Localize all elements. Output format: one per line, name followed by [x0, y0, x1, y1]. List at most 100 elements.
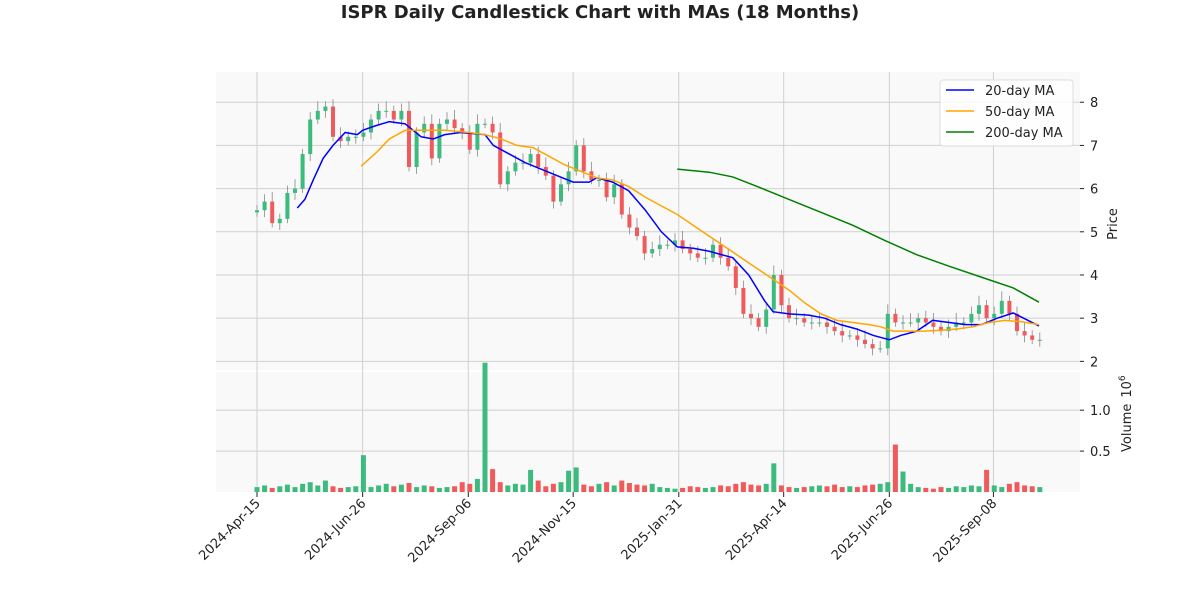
legend-200: 200-day MA — [985, 126, 1063, 141]
candle-up — [885, 313, 890, 349]
volume-bar — [497, 482, 503, 492]
candle-down — [1015, 313, 1019, 332]
volume-bar — [900, 471, 906, 492]
candle-down — [939, 326, 943, 332]
volume-bar — [908, 483, 914, 492]
candle-down — [604, 179, 609, 198]
candle-down — [460, 128, 465, 133]
candle-down — [832, 326, 837, 332]
volume-bar — [611, 485, 617, 492]
volume-bar — [885, 482, 891, 492]
price-tick-label: 6 — [1090, 183, 1098, 198]
x-tick-label: 2024-Apr-15 — [196, 496, 263, 563]
candle-up — [597, 179, 601, 181]
price-tick-label: 5 — [1090, 226, 1098, 241]
volume-bar — [322, 480, 328, 492]
candle-down — [863, 339, 867, 345]
price-tick-label: 3 — [1090, 312, 1098, 327]
volume-bar — [467, 483, 473, 492]
legend-50: 50-day MA — [985, 105, 1054, 120]
price-axis-label: Price — [1106, 208, 1121, 240]
volume-bar — [269, 487, 275, 492]
candle-up — [353, 136, 358, 138]
candle-down — [1007, 300, 1012, 314]
candle-down — [619, 184, 624, 215]
candle-down — [338, 136, 343, 142]
volume-bar — [573, 467, 579, 492]
volume-bar — [672, 488, 678, 492]
volume-bar — [748, 484, 754, 492]
volume-bar — [733, 483, 739, 492]
volume-bar — [1006, 483, 1012, 492]
volume-bar — [953, 486, 959, 492]
candle-up — [673, 240, 677, 245]
volume-bar — [581, 484, 587, 492]
candle-up — [878, 348, 883, 350]
x-tick-label: 2025-Jun-26 — [829, 496, 896, 563]
volume-bar — [262, 485, 268, 492]
candle-up — [999, 300, 1004, 314]
volume-bar — [854, 487, 860, 492]
candle-up — [665, 244, 670, 246]
candle-down — [452, 119, 457, 129]
volume-bar — [391, 486, 397, 492]
volume-bar — [687, 486, 693, 492]
candle-down — [779, 274, 784, 306]
volume-bar — [847, 486, 853, 492]
volume-bar — [330, 486, 336, 492]
volume-bar — [976, 486, 982, 492]
candle-up — [308, 119, 313, 155]
candle-up — [771, 274, 776, 310]
volume-bar — [756, 485, 762, 492]
candle-down — [429, 123, 434, 159]
volume-bar — [490, 469, 496, 492]
candle-down — [984, 305, 989, 319]
volume-bar — [816, 485, 822, 492]
candle-down — [923, 318, 928, 323]
candle-down — [391, 110, 396, 120]
legend: 20-day MA 50-day MA 200-day MA — [939, 79, 1074, 147]
volume-axis-label: Volume106 — [1118, 375, 1135, 452]
candle-up — [399, 110, 404, 120]
volume-bar — [505, 485, 511, 492]
candle-up — [574, 145, 579, 172]
ma50-line — [360, 129, 1040, 332]
candle-up — [794, 318, 799, 320]
candle-down — [627, 214, 632, 228]
candle-up — [612, 184, 617, 198]
candle-up — [323, 106, 328, 111]
candle-up — [262, 201, 267, 211]
volume-bar — [1037, 487, 1043, 492]
volume-bar — [657, 487, 663, 492]
volume-bar — [923, 487, 929, 492]
volume-bar — [1014, 482, 1020, 492]
x-tick-label: 2024-Sep-06 — [405, 496, 475, 566]
volume-bar — [444, 487, 450, 492]
candle-up — [908, 322, 913, 324]
volume-bar — [277, 486, 283, 492]
candle-down — [733, 266, 738, 288]
candle-up — [422, 123, 427, 133]
candle-down — [467, 132, 472, 150]
volume-bar — [649, 483, 655, 492]
candle-up — [711, 244, 715, 258]
candle-up — [376, 110, 381, 120]
volume-bar — [794, 487, 800, 492]
volume-bar — [695, 487, 701, 492]
candle-up — [513, 162, 518, 172]
volume-bar — [877, 483, 883, 492]
volume-bar — [307, 482, 313, 492]
candle-up — [1037, 339, 1042, 341]
candle-down — [718, 244, 723, 258]
candle-down — [270, 201, 275, 224]
volume-bar — [284, 484, 290, 492]
volume-bar — [786, 487, 792, 492]
candle-down — [855, 335, 860, 340]
candle-down — [1030, 335, 1035, 340]
volume-bar — [421, 485, 427, 492]
volume-bar — [946, 487, 952, 492]
volume-bar — [984, 469, 990, 492]
candle-up — [977, 305, 981, 314]
x-tick-label: 2024-Jun-26 — [302, 496, 369, 563]
volume-bar — [725, 486, 731, 492]
